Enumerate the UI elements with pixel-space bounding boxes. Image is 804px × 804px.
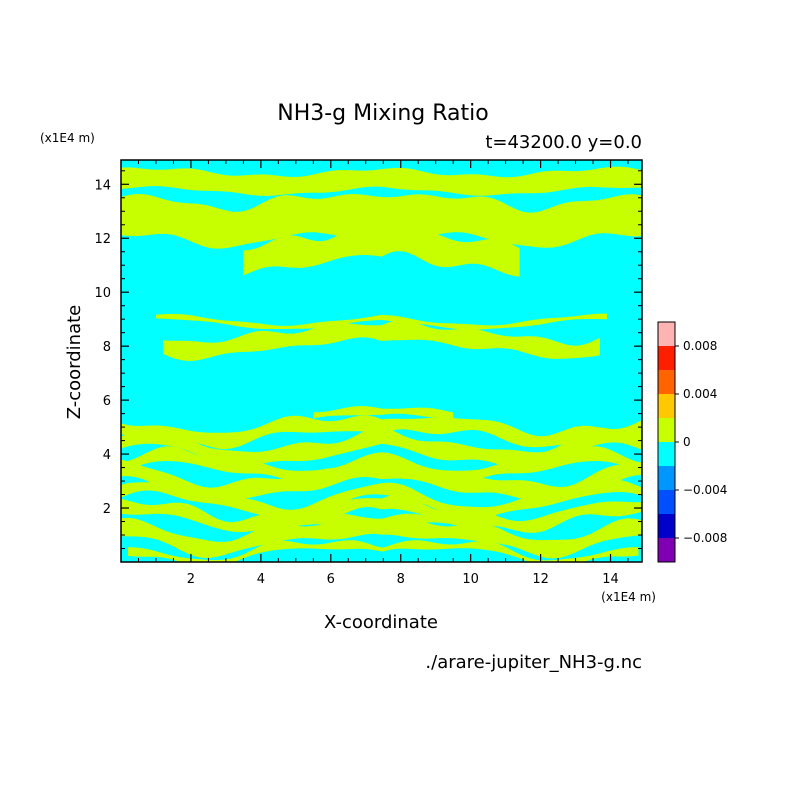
y-tick-label: 12 [94,232,111,247]
colorbar-swatch [658,418,675,442]
contour-band [121,479,642,520]
colorbar [657,321,679,563]
x-tick-labels: 2 4 6 8 10 12 14 [187,572,619,587]
contour-band [313,406,454,419]
contour-band [121,459,642,502]
contour-band [121,517,642,559]
contour-band [163,320,600,361]
x-tick-label: 2 [187,572,195,587]
plot-area [120,159,643,563]
x-axis-title: X-coordinate [324,612,438,633]
colorbar-swatch [658,538,675,562]
x-tick-label: 4 [257,572,265,587]
y-tick-label: 8 [103,340,111,355]
colorbar-swatch [658,490,675,514]
colorbar-swatch [658,514,675,538]
plot-frame [120,159,643,563]
y-tick-labels: 2 4 6 8 10 12 14 [94,178,111,517]
x-tick-label: 10 [462,572,479,587]
source-filename: ./arare-jupiter_NH3-g.nc [425,652,642,673]
colorbar-swatch [658,466,675,490]
chart-subtitle: t=43200.0 y=0.0 [485,132,642,153]
chart-title: NH3-g Mixing Ratio [277,101,489,126]
contour-band [121,194,642,249]
contour-band [121,415,642,450]
contour-band [121,446,642,486]
y-tick-label: 14 [94,178,111,193]
x-tick-label: 14 [602,572,619,587]
colorbar-swatch [658,322,675,346]
colorbar-tick-label: −0.004 [683,483,727,497]
y-tick-label: 4 [103,448,111,463]
x-tick-label: 6 [327,572,335,587]
y-tick-label: 6 [103,394,111,409]
y-tick-label: 2 [103,502,111,517]
colorbar-swatch [658,394,675,418]
contour-band [121,494,642,533]
contour-fill-layer [121,166,642,562]
colorbar-tick-label: −0.008 [683,531,727,545]
x-tick-label: 12 [532,572,549,587]
contour-band [121,166,642,196]
contour-band [243,222,520,277]
colorbar-tick-label: 0.008 [683,339,717,353]
y-axis-title: Z-coordinate [64,305,85,420]
contour-band [156,313,607,330]
x-axis-unit: (x1E4 m) [601,590,656,604]
y-axis-unit: (x1E4 m) [40,131,95,145]
y-tick-label: 10 [94,286,111,301]
colorbar-swatch [658,370,675,394]
x-tick-label: 8 [397,572,405,587]
contour-band [128,540,639,562]
colorbar-swatch [658,346,675,370]
colorbar-tick-labels: 0.008 0.004 0 −0.004 −0.008 [683,339,727,545]
colorbar-tick-label: 0 [683,435,691,449]
colorbar-tick-label: 0.004 [683,387,717,401]
colorbar-swatch [658,442,675,466]
contour-band [121,425,642,470]
